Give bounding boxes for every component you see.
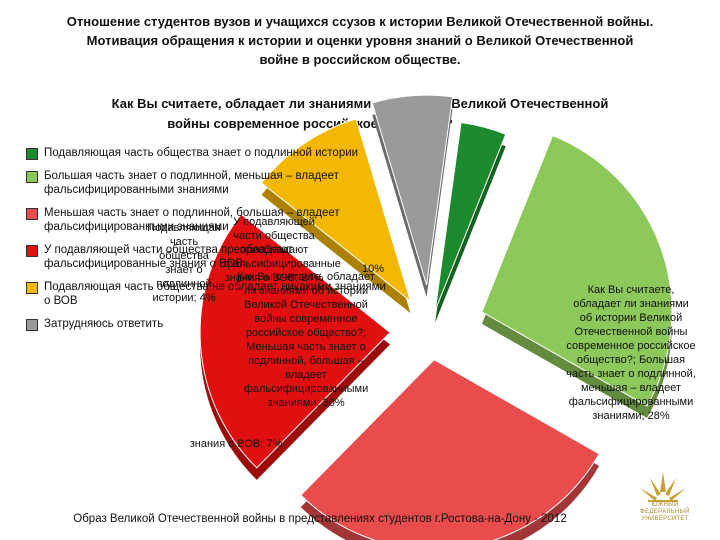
data-label: знания о ВОВ; 7% xyxy=(189,438,283,450)
data-label: У подавляющей части общества преобладают… xyxy=(224,216,341,284)
legend-swatch xyxy=(26,171,38,183)
logo-text: ЮЖНЫЙ ФЕДЕРАЛЬНЫЙ УНИВЕРСИТЕТ xyxy=(640,502,690,522)
legend-item: У подавляющей части общества преобладают… xyxy=(26,243,386,271)
chart-title: Как Вы считаете, обладает ли знаниями об… xyxy=(112,96,609,111)
pie-slice xyxy=(371,94,454,286)
legend-swatch xyxy=(26,148,38,160)
legend-item: Меньшая часть знает о подлинной, большая… xyxy=(26,206,386,234)
legend-swatch xyxy=(26,208,38,220)
university-logo-icon xyxy=(640,472,686,502)
legend-swatch xyxy=(26,245,38,257)
data-label: Подавляющая часть общества знает о подли… xyxy=(147,222,221,304)
legend-label: Подавляющая часть общества не обладает н… xyxy=(44,281,386,307)
pie-slice xyxy=(199,213,391,469)
pie-slice xyxy=(481,134,673,407)
data-label: Как Вы считаете, обладает ли знаниями об… xyxy=(566,284,696,422)
legend-label: Меньшая часть знает о подлинной, большая… xyxy=(44,207,340,233)
pie-slice xyxy=(300,359,600,540)
legend-swatch xyxy=(26,319,38,331)
legend-label: Затрудняюсь ответить xyxy=(44,318,164,330)
page-title: Отношение студентов вузов и учащихся ссу… xyxy=(66,14,654,67)
footer-caption: Образ Великой Отечественной войны в пред… xyxy=(73,513,567,525)
pie-slice xyxy=(434,121,507,311)
data-label: 10% xyxy=(361,263,385,275)
legend-label: У подавляющей части общества преобладают… xyxy=(44,244,293,270)
legend-item: Затрудняюсь ответить xyxy=(26,317,386,331)
data-label: Как Вы считаете, обладает ли знаниями об… xyxy=(237,271,375,409)
legend-item: Подавляющая часть общества знает о подли… xyxy=(26,146,386,160)
pie-slices xyxy=(199,94,673,540)
legend-label: Подавляющая часть общества знает о подли… xyxy=(44,147,359,159)
legend-swatch xyxy=(26,282,38,294)
pie-slice xyxy=(260,118,412,303)
legend-item: Подавляющая часть общества не обладает н… xyxy=(26,280,386,308)
pie-slice-side xyxy=(435,134,506,323)
legend: Подавляющая часть общества знает о подли… xyxy=(26,146,386,340)
legend-item: Большая часть знает о подлинной, меньшая… xyxy=(26,169,386,197)
legend-label: Большая часть знает о подлинной, меньшая… xyxy=(44,170,339,196)
